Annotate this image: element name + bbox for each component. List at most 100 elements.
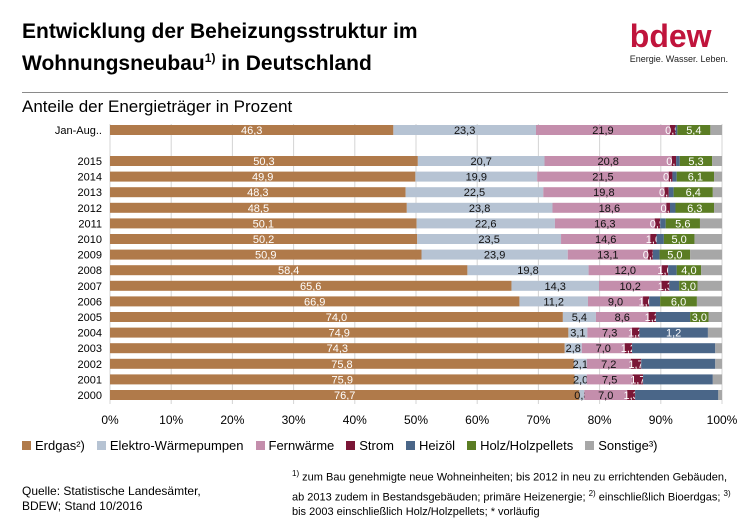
data-label: 1,7 [630,374,645,386]
data-label: 1,7 [628,359,643,371]
y-category-label: 2010 [78,234,102,246]
bar-segment [406,202,553,213]
footnote-marker-3: 3) [723,488,731,498]
bar-segment [710,125,722,135]
data-label: 50,1 [253,218,274,230]
data-label: 46,3 [241,125,262,137]
data-label: 21,5 [592,172,613,184]
logo-tagline: Energie. Wasser. Leben. [629,54,728,64]
data-label: 1,3 [623,390,638,402]
bar-segment [662,265,669,276]
data-label: 18,6 [599,203,620,215]
legend-item: Heizöl [405,438,455,453]
bar-segment [567,249,648,260]
data-label: 65,6 [300,281,321,293]
bar-segment [627,390,636,400]
bar-segment [679,156,713,166]
data-label: 3,1 [570,328,585,340]
data-label: 5,4 [572,312,587,324]
data-label: 10,2 [619,281,640,293]
bar-segment [707,327,722,338]
footnote-marker-2: 2) [588,488,596,498]
data-label: 74,9 [328,328,349,340]
data-label: 6,0 [671,296,686,308]
x-tick-label: 20% [220,413,244,427]
bar-segment [676,171,715,182]
title-line-1: Entwicklung der Beheizungsstruktur im [22,20,418,43]
bar-segment [714,202,722,213]
data-label: 48,5 [248,203,269,215]
bar-segment [715,358,722,369]
bar-segment [632,374,644,385]
data-label: 7,0 [596,343,611,355]
y-category-label: 2002 [78,359,102,371]
bar-segment [708,312,722,322]
bar-segment [639,327,708,338]
data-label: 23,3 [454,125,475,137]
bar-segment [110,171,416,182]
data-label: 11,2 [543,296,564,308]
legend-swatch [22,441,31,450]
bar-segment [584,390,628,400]
y-category-label: 2014 [78,172,102,184]
bar-segment [110,358,574,369]
bar-segment [699,218,722,229]
bar-segment [110,202,407,213]
bar-segment [535,125,670,135]
data-label: 16,3 [594,218,615,230]
data-label: 12,0 [615,265,636,277]
bar-segment [679,280,698,291]
data-label: 75,8 [331,359,352,371]
legend-item: Elektro-Wärmepumpen [96,438,244,453]
bar-segment [632,343,716,354]
bar-segment [110,390,580,400]
bar-segment [649,296,661,307]
data-label: 20,8 [597,156,618,168]
data-label: 20,7 [470,156,491,168]
bar-segment [661,280,670,291]
bar-segment [659,249,691,260]
bar-segment [568,327,588,338]
legend-label: Holz/Holzpellets [480,438,574,453]
bar-segment [647,249,653,260]
source-line-1: Quelle: Statistische Landesämter, [22,484,201,498]
data-label: 75,9 [332,374,353,386]
y-category-label: 2007 [78,281,102,293]
legend-item: Strom [346,438,394,453]
data-label: 2,0 [573,374,588,386]
bar-segment [715,343,722,354]
bar-segment [675,202,715,213]
x-tick-label: 30% [282,413,306,427]
bar-segment [669,280,680,291]
bar-segment [417,156,545,166]
x-tick-label: 60% [465,413,489,427]
y-category-label: 2003 [78,343,102,355]
data-label: 5,6 [675,218,690,230]
bar-segment [511,280,599,291]
bar-segment [587,327,633,338]
data-label: 2,1 [573,359,588,371]
bar-segment [718,390,722,400]
data-label: 7,5 [602,374,617,386]
data-label: 50,9 [255,250,276,262]
bar-segment [554,218,655,229]
data-label: 23,9 [484,250,505,262]
bar-segment [624,343,633,354]
data-label: 6,1 [688,172,703,184]
data-label: 19,8 [593,187,614,199]
bar-segment [712,187,722,198]
bar-segment [701,265,722,276]
bar-segment [660,218,666,229]
bar-segment [110,187,406,198]
bar-segment [586,358,631,369]
data-label: 7,2 [601,359,616,371]
legend-item: Fernwärme [255,438,334,453]
chart-subtitle: Anteile der Energieträger in Prozent [22,97,293,116]
title-line-2-a: Wohnungsneubau [22,52,205,75]
bar-segment [405,187,544,198]
bar-segment [588,265,663,276]
legend-item: Sonstige³) [585,438,658,453]
data-label: 9,0 [608,296,623,308]
y-category-label: 2005 [78,312,102,324]
bar-segment [632,327,640,338]
